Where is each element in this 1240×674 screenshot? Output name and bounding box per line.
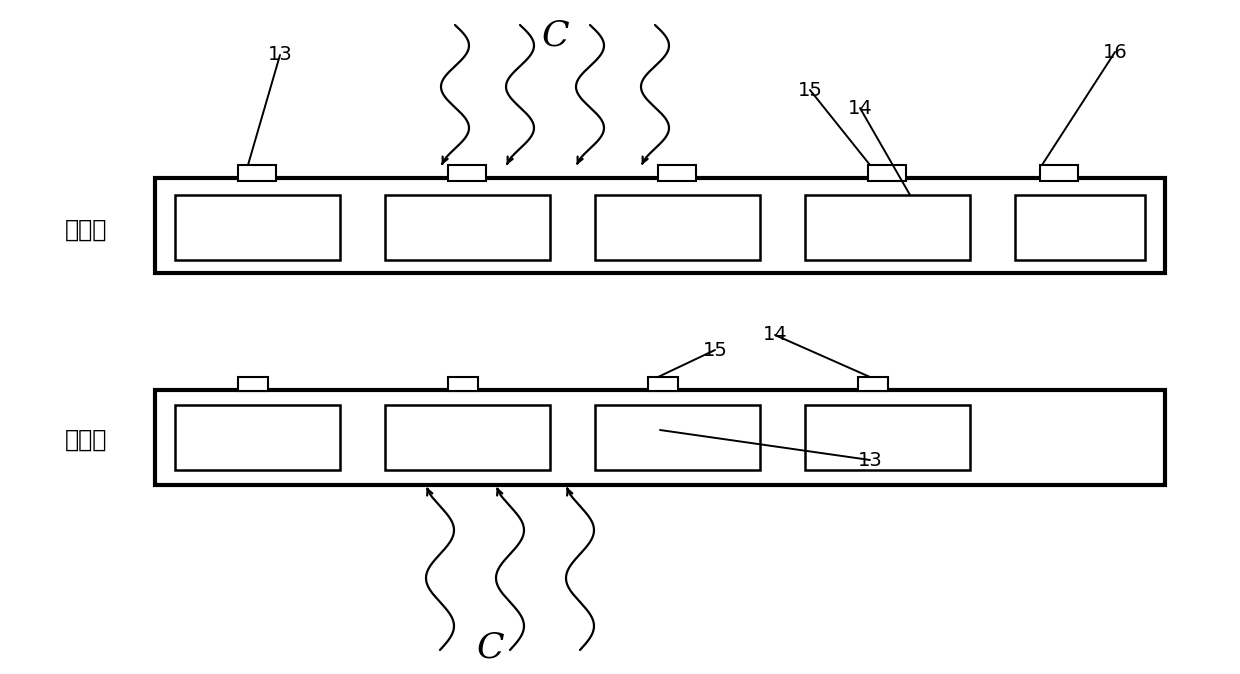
Text: C: C [541,18,569,52]
Bar [155,178,1166,273]
Bar [649,377,678,391]
Text: C: C [476,631,503,665]
Bar [1040,165,1078,181]
Bar [868,165,906,181]
Bar [175,195,340,260]
Text: 14: 14 [848,98,873,117]
Bar [155,390,1166,485]
Bar [238,165,277,181]
Bar [595,195,760,260]
Bar [595,405,760,470]
Bar [384,195,551,260]
Bar [448,377,477,391]
Bar [175,405,340,470]
Text: 正入式: 正入式 [64,218,108,242]
Bar [658,165,696,181]
Text: 13: 13 [268,46,293,65]
Text: 15: 15 [703,340,728,359]
Bar [805,405,970,470]
Text: 13: 13 [858,450,883,470]
Bar [238,377,268,391]
Bar [858,377,888,391]
Text: 14: 14 [763,326,787,344]
Text: 16: 16 [1102,42,1127,61]
Text: 15: 15 [797,80,822,100]
Bar [1016,195,1145,260]
Text: 背入式: 背入式 [64,428,108,452]
Bar [805,195,970,260]
Bar [384,405,551,470]
Bar [448,165,486,181]
